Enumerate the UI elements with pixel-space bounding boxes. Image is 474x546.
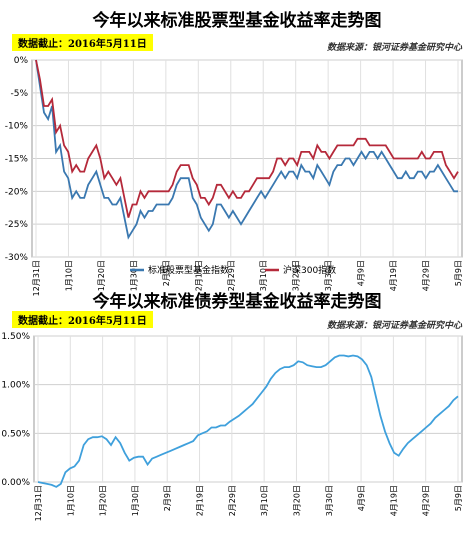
- x-tick-label: 3月10日: [259, 260, 268, 291]
- x-tick-label: 2月29日: [227, 260, 236, 291]
- x-tick-label: 1月10日: [66, 485, 75, 516]
- x-tick-label: 1月30日: [131, 485, 140, 516]
- y-tick-label: 0.00%: [1, 478, 30, 488]
- stock-fund-line-chart: 0% -5% -10% -15% -20% -25% -30%12月31日 1月10日 1月20…: [5, 56, 463, 296]
- y-tick-label: 0%: [14, 56, 29, 66]
- data-cutoff-label: 数据截止：2016年5月11日: [12, 311, 153, 328]
- y-tick-label: -25%: [5, 220, 29, 230]
- x-tick-label: 2月9日: [162, 260, 171, 286]
- x-tick-label: 2月29日: [228, 485, 237, 516]
- y-tick-label: -10%: [5, 122, 29, 132]
- y-tick-label: -5%: [10, 89, 28, 99]
- data-source-label: 数据来源：银河证券基金研究中心: [326, 43, 462, 53]
- x-tick-label: 2月19日: [194, 260, 203, 291]
- x-tick-label: 3月20日: [292, 485, 301, 516]
- x-tick-label: 3月30日: [325, 485, 334, 516]
- y-tick-label: 1.50%: [1, 332, 30, 342]
- data-source-label: 数据来源：银河证券基金研究中心: [326, 321, 462, 331]
- series-line: [37, 354, 459, 488]
- x-tick-label: 4月29日: [422, 485, 431, 516]
- bond-fund-line-chart: 1.50% 1.00% 0.50% 0.00% 12月31日 1月10日 1月20日 1月30…: [1, 332, 463, 521]
- x-tick-label: 1月10日: [64, 260, 73, 291]
- y-tick-label: -15%: [5, 155, 29, 165]
- x-tick-label: 4月19日: [389, 485, 398, 516]
- chart-title: 今年以来标准债券型基金收益率走势图: [92, 292, 382, 312]
- chart-title: 今年以来标准股票型基金收益率走势图: [92, 11, 382, 31]
- y-tick-label: -20%: [5, 187, 29, 197]
- y-tick-label: 0.50%: [1, 429, 30, 439]
- x-tick-label: 4月9日: [357, 485, 366, 511]
- x-tick-label: 1月20日: [97, 260, 106, 291]
- data-cutoff-label: 数据截止：2016年5月11日: [12, 34, 153, 51]
- x-tick-label: 2月19日: [196, 485, 205, 516]
- x-tick-label: 3月10日: [260, 485, 269, 516]
- x-tick-label: 5月9日: [454, 260, 463, 286]
- x-tick-label: 5月9日: [454, 485, 463, 511]
- y-tick-label: 1.00%: [1, 381, 30, 391]
- x-tick-label: 4月9日: [357, 260, 366, 286]
- x-tick-label: 1月30日: [129, 260, 138, 291]
- series-line: [35, 59, 458, 240]
- x-tick-label: 12月31日: [32, 260, 41, 296]
- x-tick-label: 3月30日: [324, 260, 333, 291]
- series-line: [35, 59, 459, 218]
- x-tick-label: 4月29日: [422, 260, 431, 291]
- y-tick-label: -30%: [5, 253, 29, 263]
- x-tick-label: 3月20日: [292, 260, 301, 291]
- x-tick-label: 2月9日: [163, 485, 172, 511]
- x-tick-label: 1月20日: [99, 485, 108, 516]
- x-tick-label: 4月19日: [389, 260, 398, 291]
- x-tick-label: 12月31日: [34, 485, 43, 521]
- legend-label: 沪深300指数: [283, 264, 336, 276]
- legend-label: 标准股票型基金指数: [148, 264, 229, 276]
